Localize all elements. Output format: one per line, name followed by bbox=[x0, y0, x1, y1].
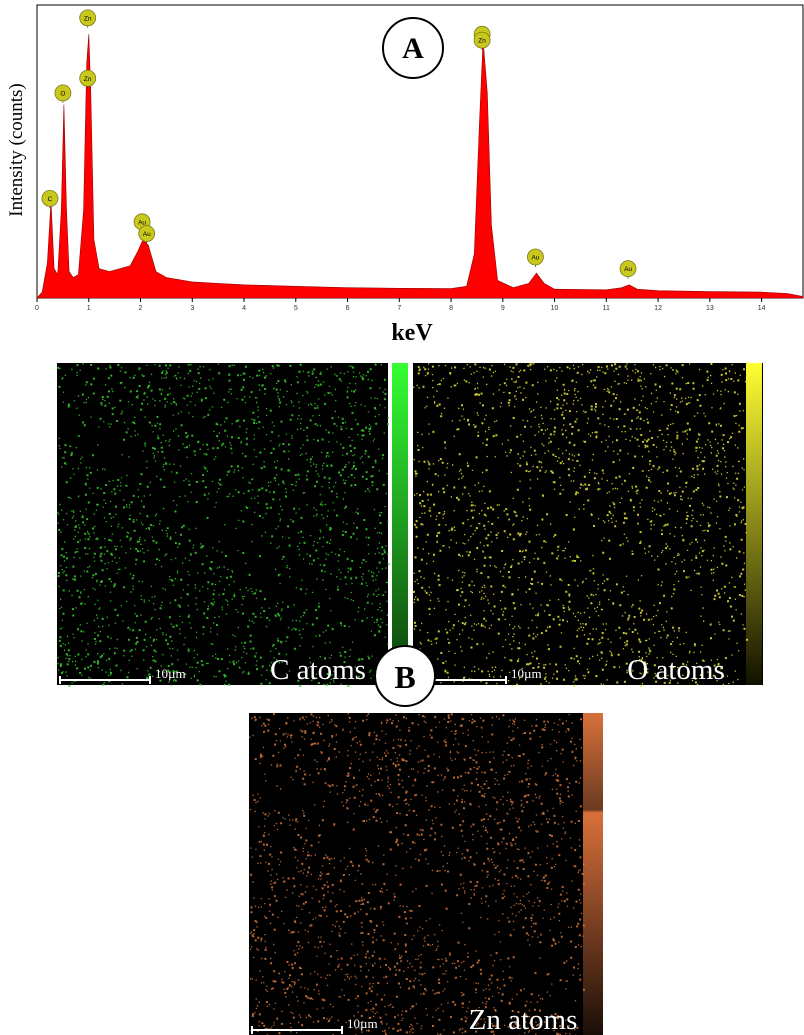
map-label: O atoms bbox=[627, 654, 724, 686]
map-background bbox=[249, 713, 583, 1035]
scale-bar-label: 10µm bbox=[155, 666, 186, 681]
x-tick-label: 1 bbox=[87, 305, 91, 312]
peak-label: Au bbox=[138, 219, 146, 226]
figure: Intensity (counts) keV A 10µm C atoms 10µm… bbox=[0, 0, 804, 1035]
x-tick-label: 7 bbox=[397, 305, 401, 312]
color-bar bbox=[392, 363, 408, 685]
scale-bar-label: 10µm bbox=[511, 666, 542, 681]
x-tick-label: 12 bbox=[654, 305, 662, 312]
x-tick-label: 11 bbox=[603, 305, 610, 312]
map-label: C atoms bbox=[270, 654, 366, 686]
peak-label: O bbox=[60, 90, 65, 97]
scale-bar-label: 10µm bbox=[347, 1016, 378, 1031]
peak-label: Zn bbox=[478, 38, 486, 45]
y-axis-label: Intensity (counts) bbox=[6, 83, 27, 217]
panel-label: B bbox=[394, 659, 415, 695]
x-tick-label: 10 bbox=[551, 305, 559, 312]
panel-label: A bbox=[402, 32, 424, 65]
x-tick-label: 3 bbox=[190, 305, 194, 312]
map-background bbox=[57, 363, 388, 685]
x-tick-label: 6 bbox=[346, 305, 350, 312]
color-bar bbox=[746, 363, 762, 685]
peak-label: Au bbox=[143, 231, 151, 238]
x-tick-label: 8 bbox=[449, 305, 453, 312]
x-tick-label: 14 bbox=[758, 305, 766, 312]
peak-label: Au bbox=[531, 254, 539, 261]
x-axis-label: keV bbox=[391, 320, 433, 346]
x-tick-label: 5 bbox=[294, 305, 298, 312]
map-background bbox=[413, 363, 763, 685]
peak-label: Zn bbox=[84, 15, 92, 22]
x-tick-label: 13 bbox=[706, 305, 714, 312]
map-label: Zn atoms bbox=[469, 1004, 578, 1035]
peak-label: Au bbox=[624, 266, 632, 273]
x-tick-label: 4 bbox=[242, 305, 246, 312]
x-tick-label: 2 bbox=[139, 305, 143, 312]
peak-label: Zn bbox=[84, 76, 92, 83]
x-tick-label: 9 bbox=[501, 305, 505, 312]
peak-label: C bbox=[48, 196, 53, 203]
color-bar bbox=[583, 713, 603, 1035]
x-tick-label: 0 bbox=[35, 305, 39, 312]
